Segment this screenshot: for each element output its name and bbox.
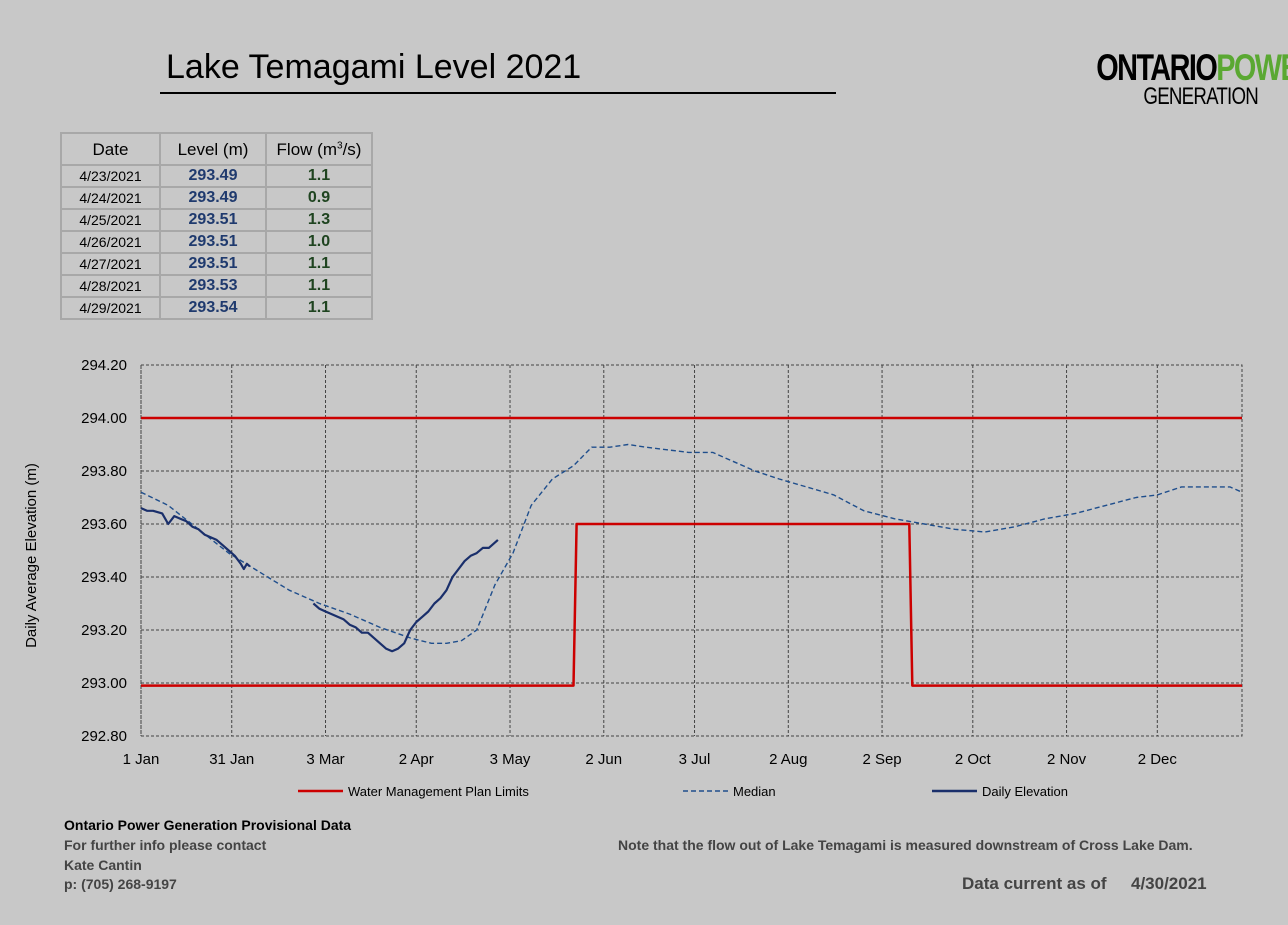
cell-date: 4/26/2021 — [60, 230, 161, 254]
y-tick-label: 293.20 — [81, 622, 127, 639]
table-row: 4/28/2021 293.53 1.1 — [60, 274, 373, 298]
x-tick-label: 3 May — [490, 751, 531, 768]
x-tick-label: 2 Apr — [399, 751, 434, 768]
y-tick-label: 294.00 — [81, 410, 127, 427]
cell-date: 4/25/2021 — [60, 208, 161, 232]
cell-date: 4/29/2021 — [60, 296, 161, 320]
data-current-date: 4/30/2021 — [1131, 874, 1207, 893]
table-row: 4/29/2021 293.54 1.1 — [60, 296, 373, 320]
table-row: 4/23/2021 293.49 1.1 — [60, 164, 373, 188]
table-header-row: Date Level (m) Flow (m3/s) — [60, 132, 373, 166]
cell-level: 293.51 — [159, 208, 267, 232]
cell-flow: 1.1 — [265, 274, 373, 298]
header-level: Level (m) — [159, 132, 267, 166]
series-water-management-plan-limits-line — [141, 522, 1242, 687]
footer-contact-phone: p: (705) 268-9197 — [64, 876, 177, 892]
table-row: 4/27/2021 293.51 1.1 — [60, 252, 373, 276]
cell-date: 4/24/2021 — [60, 186, 161, 210]
footer-contact-intro: For further info please contact — [64, 837, 267, 853]
header-flow: Flow (m3/s) — [265, 132, 373, 166]
data-current-label: Data current as of — [962, 874, 1107, 893]
x-tick-label: 2 Oct — [955, 751, 992, 768]
legend-label-water-management-plan-limits: Water Management Plan Limits — [348, 784, 529, 799]
page-title: Lake Temagami Level 2021 — [166, 48, 582, 86]
cell-level: 293.49 — [159, 186, 267, 210]
y-tick-label: 293.00 — [81, 675, 127, 692]
y-axis-label: Daily Average Elevation (m) — [23, 463, 40, 648]
cell-flow: 1.1 — [265, 296, 373, 320]
x-tick-label: 2 Nov — [1047, 751, 1087, 768]
legend-label-median: Median — [733, 784, 776, 799]
series-median-line — [140, 443, 1243, 644]
plot-frame — [140, 364, 1243, 737]
cell-date: 4/28/2021 — [60, 274, 161, 298]
table-row: 4/25/2021 293.51 1.3 — [60, 208, 373, 232]
y-tick-label: 293.40 — [81, 569, 127, 586]
x-tick-label: 2 Jun — [585, 751, 622, 768]
x-tick-label: 2 Dec — [1138, 751, 1178, 768]
cell-level: 293.51 — [159, 252, 267, 276]
footer-org: Ontario Power Generation Provisional Dat… — [64, 817, 352, 833]
cell-flow: 0.9 — [265, 186, 373, 210]
table-row: 4/26/2021 293.51 1.0 — [60, 230, 373, 254]
recent-levels-table: Date Level (m) Flow (m3/s) 4/23/2021 293.… — [60, 132, 373, 320]
header-date: Date — [60, 132, 161, 166]
cell-level: 293.49 — [159, 164, 267, 188]
x-tick-label: 3 Mar — [306, 751, 344, 768]
x-tick-label: 3 Jul — [679, 751, 711, 768]
series-daily-elevation-line — [312, 539, 499, 653]
cell-flow: 1.3 — [265, 208, 373, 232]
cell-level: 293.53 — [159, 274, 267, 298]
y-tick-label: 293.80 — [81, 463, 127, 480]
cell-flow: 1.1 — [265, 252, 373, 276]
footer-contact-name: Kate Cantin — [64, 857, 142, 873]
y-tick-label: 292.80 — [81, 728, 127, 745]
cell-level: 293.54 — [159, 296, 267, 320]
x-tick-label: 31 Jan — [209, 751, 254, 768]
x-tick-label: 2 Sep — [862, 751, 901, 768]
title-underline — [160, 92, 836, 94]
x-tick-label: 1 Jan — [123, 751, 160, 768]
cell-date: 4/23/2021 — [60, 164, 161, 188]
cell-flow: 1.0 — [265, 230, 373, 254]
cell-level: 293.51 — [159, 230, 267, 254]
series-daily-elevation-line — [140, 507, 251, 571]
ontario-power-generation-logo: ONTARIOPOWER GENERATION — [1096, 47, 1288, 110]
y-tick-label: 294.20 — [81, 357, 127, 374]
x-tick-label: 2 Aug — [769, 751, 807, 768]
cell-flow: 1.1 — [265, 164, 373, 188]
footer-flow-note: Note that the flow out of Lake Temagami … — [618, 837, 1193, 853]
cell-date: 4/27/2021 — [60, 252, 161, 276]
y-tick-label: 293.60 — [81, 516, 127, 533]
legend-label-daily-elevation: Daily Elevation — [982, 784, 1068, 799]
table-row: 4/24/2021 293.49 0.9 — [60, 186, 373, 210]
